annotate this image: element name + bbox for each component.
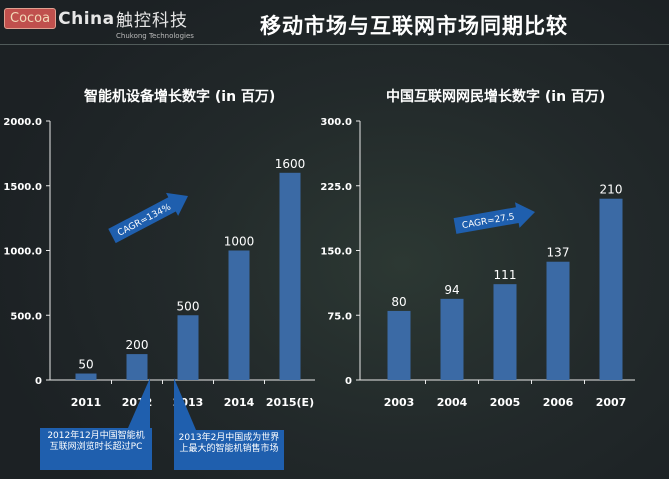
chart2-y-tick-label: 225.0: [320, 182, 352, 193]
chart1-bar-2012: [126, 354, 148, 380]
chart2-bar-2004: [440, 298, 464, 380]
callout1-pointer: [128, 378, 150, 428]
chart1-title: 智能机设备增长数字 (in 百万): [84, 89, 276, 105]
chart1-value-label: 200: [126, 338, 149, 352]
chart2-value-label: 137: [547, 246, 570, 260]
chart2-y-tick-label: 75.0: [327, 311, 352, 322]
chart2-bar-2005: [493, 284, 517, 380]
chart1-x-tick-label: 2015(E): [266, 396, 314, 409]
chukong-logo-cn: 触控科技: [116, 11, 188, 31]
chart2-value-label: 94: [444, 283, 459, 297]
chart1-value-label: 50: [78, 358, 93, 372]
chart1-x-tick-label: 2011: [71, 396, 102, 409]
chukong-logo-en: Chukong Technologies: [116, 32, 194, 40]
chart2-title: 中国互联网网民增长数字 (in 百万): [386, 89, 606, 105]
chart1-y-tick-label: 2000.0: [3, 117, 42, 128]
chart1-bar-2011: [75, 373, 97, 380]
chart2-value-label: 111: [494, 268, 517, 282]
chart1-value-label: 1600: [275, 157, 306, 171]
callout-2012-browsing: 2012年12月中国智能机互联网浏览时长超过PC: [40, 428, 152, 470]
chart1-y-tick-label: 500.0: [10, 311, 42, 322]
chart1-bar-2015(E): [279, 172, 301, 380]
chart1-y-tick-label: 1500.0: [3, 182, 42, 193]
chart2-x-tick-label: 2003: [384, 396, 415, 409]
chart2-value-label: 210: [600, 183, 623, 197]
chart1-bar-2013: [177, 315, 199, 380]
callout-2013-market: 2013年2月中国成为世界上最大的智能机销售市场: [174, 430, 284, 470]
chart2-x-tick-label: 2005: [490, 396, 521, 409]
page-title: 移动市场与互联网市场同期比较: [260, 14, 568, 38]
header-divider: [0, 44, 669, 45]
chart2-x-tick-label: 2006: [543, 396, 574, 409]
chart1-y-tick-label: 1000.0: [3, 247, 42, 258]
chart2-bar-2003: [387, 310, 411, 380]
chart1-bar-2014: [228, 250, 250, 380]
chukong-logo: 触控科技 Chukong Technologies: [116, 6, 194, 40]
chart2-x-tick-label: 2007: [596, 396, 627, 409]
callout2-pointer: [174, 378, 196, 430]
chart1-value-label: 500: [177, 299, 200, 313]
chart2-x-tick-label: 2004: [437, 396, 468, 409]
chart2-value-label: 80: [391, 295, 406, 309]
logo-cocoa-text: Cocoa: [4, 8, 57, 29]
chart2-cagr-arrow-shape: [453, 202, 535, 234]
chart1-cagr-arrow-shape: [108, 192, 189, 244]
chart2-bar-2007: [599, 198, 623, 380]
chart2-bar-2006: [546, 261, 570, 380]
chart2-y-tick-label: 0: [345, 376, 352, 387]
chart2-y-tick-label: 300.0: [320, 117, 352, 128]
cocoachina-logo: Cocoa China: [4, 8, 115, 29]
chart2-y-tick-label: 150.0: [320, 247, 352, 258]
chart2-cagr-arrow: CAGR=27.5: [453, 202, 535, 234]
chart1-value-label: 1000: [224, 235, 255, 249]
header: Cocoa China 触控科技 Chukong Technologies 移动…: [0, 0, 669, 44]
logo-china-text: China: [58, 8, 115, 29]
chart1-x-tick-label: 2014: [224, 396, 255, 409]
chart1-y-tick-label: 0: [35, 376, 42, 387]
